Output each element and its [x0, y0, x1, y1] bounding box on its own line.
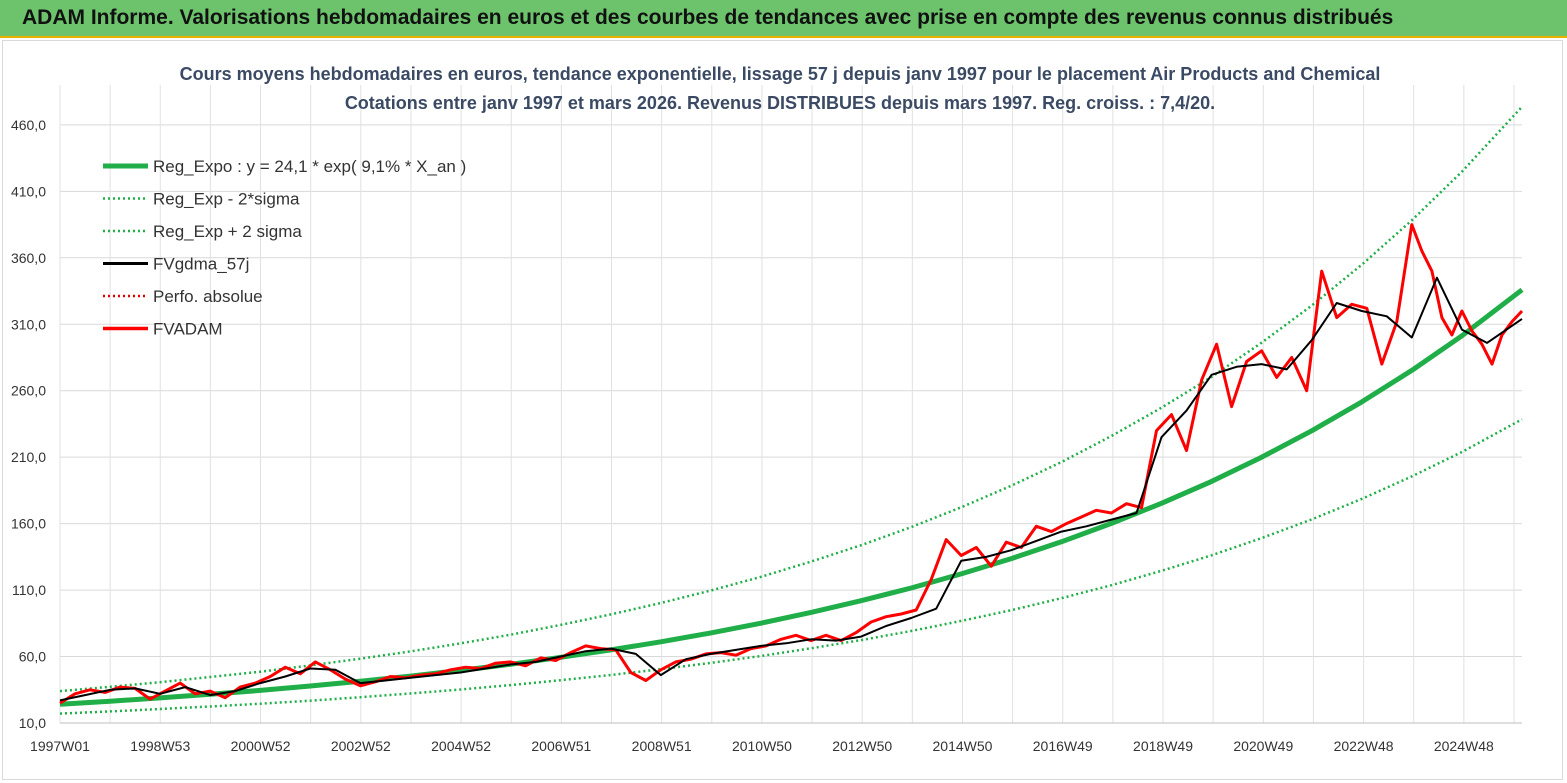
series-line-3	[59, 276, 1523, 702]
x-tick-label: 2000W52	[231, 738, 291, 754]
series-line-5	[59, 223, 1524, 705]
legend-label-1: Reg_Exp - 2*sigma	[153, 190, 300, 209]
banner-title: ADAM Informe. Valorisations hebdomadaire…	[22, 6, 1394, 29]
x-tick-label: 1997W01	[30, 738, 90, 754]
x-tick-label: 2018W49	[1133, 738, 1193, 754]
x-tick-label: 2022W48	[1334, 738, 1394, 754]
x-tick-label: 1998W53	[130, 738, 190, 754]
series-line-0	[59, 287, 1524, 707]
legend-label-0: Reg_Expo : y = 24,1 * exp( 9,1% * X_an )	[153, 157, 466, 176]
legend-label-5: FVADAM	[153, 320, 223, 339]
chart-title: Cours moyens hebdomadaires en euros, ten…	[180, 64, 1381, 84]
banner: ADAM Informe. Valorisations hebdomadaire…	[0, 0, 1567, 38]
x-tick-label: 2010W50	[732, 738, 792, 754]
legend-label-2: Reg_Exp + 2 sigma	[153, 222, 302, 241]
y-tick-label: 60,0	[19, 649, 46, 665]
chart-subtitle: Cotations entre janv 1997 et mars 2026. …	[345, 93, 1215, 113]
grid	[59, 85, 1522, 724]
x-tick-label: 2020W49	[1233, 738, 1293, 754]
x-tick-label: 2006W51	[531, 738, 591, 754]
legend: Reg_Expo : y = 24,1 * exp( 9,1% * X_an )…	[103, 157, 466, 339]
y-tick-label: 260,0	[11, 383, 46, 399]
chart-frame	[2, 40, 1563, 780]
x-tick-label: 2002W52	[331, 738, 391, 754]
x-tick-label: 2014W50	[933, 738, 993, 754]
y-tick-label: 310,0	[11, 316, 46, 332]
legend-label-4: Perfo. absolue	[153, 287, 263, 306]
legend-label-3: FVgdma_57j	[153, 255, 249, 274]
x-tick-label: 2008W51	[632, 738, 692, 754]
y-tick-label: 360,0	[11, 250, 46, 266]
y-tick-label: 410,0	[11, 183, 46, 199]
x-tick-label: 2004W52	[431, 738, 491, 754]
y-tick-label: 210,0	[11, 449, 46, 465]
series-layer	[59, 105, 1524, 715]
y-tick-label: 460,0	[11, 117, 46, 133]
y-tick-label: 10,0	[19, 715, 46, 731]
y-axis-ticks: 10,0 60,0 110,0 160,0 210,0 260,0 310,0 360,0 41…	[11, 117, 46, 731]
x-tick-label: 2012W50	[832, 738, 892, 754]
y-tick-label: 160,0	[11, 516, 46, 532]
x-axis-ticks: 1997W01 1998W53 2000W52 2002W52 2004W52 2006W…	[30, 738, 1494, 754]
x-tick-label: 2024W48	[1434, 738, 1494, 754]
y-tick-label: 110,0	[12, 582, 46, 598]
x-tick-label: 2016W49	[1033, 738, 1093, 754]
